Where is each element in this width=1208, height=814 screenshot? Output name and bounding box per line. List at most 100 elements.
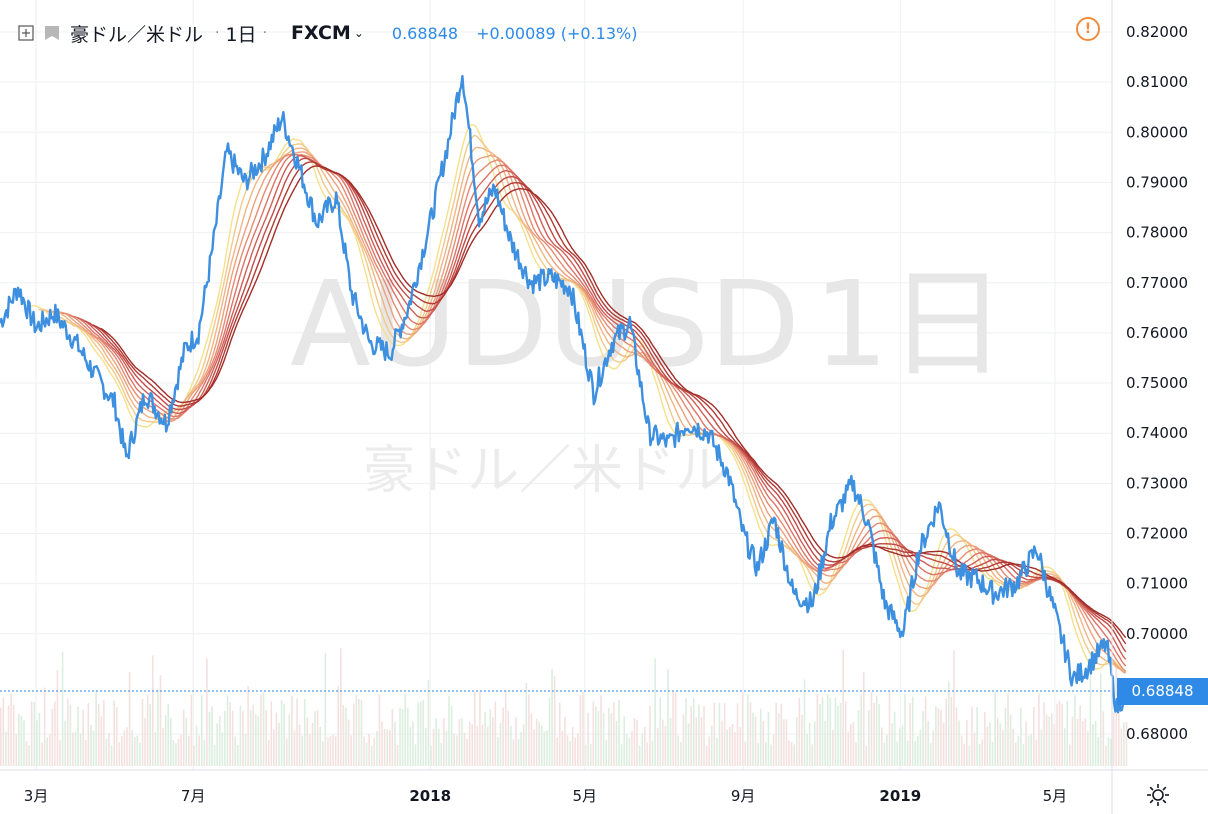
volume-bar: [36, 720, 38, 766]
x-tick-label: 5月: [1043, 787, 1068, 805]
watermark-name: 豪ドル／米ドル: [363, 441, 727, 501]
volume-bar: [821, 697, 824, 766]
x-tick-label: 2019: [879, 787, 921, 805]
chart-watermark: AUDUSD 1日 豪ドル／米ドル: [290, 255, 1007, 501]
volume-bar: [522, 724, 525, 766]
volume-bar: [1074, 695, 1076, 766]
volume-bar: [690, 706, 692, 766]
volume-bar: [407, 707, 409, 766]
volume-bar: [777, 713, 780, 766]
volume-bar: [832, 730, 834, 766]
volume-bar: [515, 717, 517, 766]
volume-bar: [816, 693, 819, 766]
volume-bar: [530, 713, 533, 766]
volume-bar: [1115, 663, 1118, 766]
volume-bar: [533, 729, 535, 766]
volume-bar: [592, 701, 595, 766]
volume-bar: [582, 691, 584, 766]
volume-bar: [48, 734, 51, 766]
volume-bar: [973, 732, 976, 766]
volume-bar: [373, 737, 376, 766]
volume-bar: [507, 710, 510, 766]
flag-icon[interactable]: [44, 25, 60, 41]
volume-bar: [226, 695, 229, 766]
volume-bar: [1020, 707, 1022, 766]
volume-bar: [672, 691, 674, 766]
volume-bar: [422, 699, 425, 766]
volume-bar: [319, 726, 322, 766]
volume-bar: [77, 706, 79, 766]
volume-bar: [164, 715, 167, 766]
volume-bar: [492, 717, 494, 766]
volume-bar: [466, 738, 468, 766]
volume-bar: [144, 717, 146, 766]
volume-bar: [208, 712, 211, 766]
volume-bar: [723, 703, 726, 766]
volume-bar: [747, 694, 749, 766]
volume-bar: [327, 737, 329, 766]
chevron-down-icon[interactable]: ⌄: [353, 26, 364, 40]
volume-bar: [682, 714, 685, 766]
ma-ribbon: [30, 123, 1127, 674]
volume-bar: [322, 741, 324, 766]
volume-bar: [1012, 728, 1014, 766]
volume-bar: [293, 730, 296, 766]
volume-bar: [1094, 721, 1097, 766]
price-axis[interactable]: 0.82000 0.81000 0.80000 0.79000 0.78000 0.770…: [1126, 23, 1188, 743]
price-line-group: [0, 74, 1127, 714]
y-tick-label: 0.80000: [1126, 123, 1188, 141]
volume-bar: [783, 719, 785, 766]
volume-bar: [659, 697, 662, 766]
volume-bar: [185, 717, 188, 766]
volume-bar: [546, 730, 548, 766]
exchange-label[interactable]: FXCM: [291, 22, 351, 44]
volume-bar: [409, 726, 412, 766]
volume-bar: [1045, 714, 1048, 766]
volume-bar: [826, 694, 829, 766]
volume-bar: [963, 743, 966, 766]
volume-bar: [528, 694, 530, 766]
volume-bar: [159, 675, 162, 766]
volume-bar: [520, 731, 522, 766]
gear-icon[interactable]: [1146, 783, 1170, 807]
volume-bar: [1117, 685, 1120, 766]
volume-bar: [1009, 714, 1012, 766]
symbol-name[interactable]: 豪ドル／米ドル: [70, 23, 204, 46]
volume-bar: [873, 702, 875, 766]
time-axis[interactable]: 3月 7月 2018 5月 9月 2019 5月: [24, 787, 1067, 805]
interval-label[interactable]: 1日: [225, 23, 257, 46]
volume-bar: [981, 739, 984, 766]
volume-bar: [1071, 716, 1074, 766]
volume-bar: [1056, 703, 1058, 766]
volume-bar: [33, 701, 36, 766]
plus-square-icon[interactable]: [18, 25, 34, 41]
volume-bar: [1089, 659, 1092, 766]
warning-icon[interactable]: !: [1076, 17, 1100, 41]
volume-bar: [97, 704, 100, 766]
volume-bar: [991, 741, 994, 766]
volume-bar: [1092, 724, 1094, 766]
volume-bar: [2, 697, 5, 766]
volume-bar: [275, 712, 278, 766]
volume-bar: [334, 736, 337, 766]
volume-bar: [1120, 728, 1123, 766]
y-tick-label: 0.79000: [1126, 173, 1188, 191]
volume-bar: [265, 710, 267, 766]
volume-bar: [901, 725, 904, 766]
volume-bar: [731, 724, 734, 766]
volume-bar: [414, 744, 417, 766]
volume-bar: [978, 744, 981, 766]
volume-bar: [188, 736, 190, 766]
volume-bar: [806, 733, 808, 766]
volume-bar: [839, 703, 842, 766]
volume-bar: [23, 720, 25, 766]
volume-bar: [770, 744, 772, 766]
volume-bar: [455, 735, 458, 766]
volume-bar: [814, 721, 816, 766]
volume-bar: [1061, 703, 1063, 766]
volume-bar: [548, 697, 551, 766]
volume-bar: [636, 720, 638, 766]
volume-bar: [476, 725, 479, 766]
volume-bar: [332, 734, 334, 766]
